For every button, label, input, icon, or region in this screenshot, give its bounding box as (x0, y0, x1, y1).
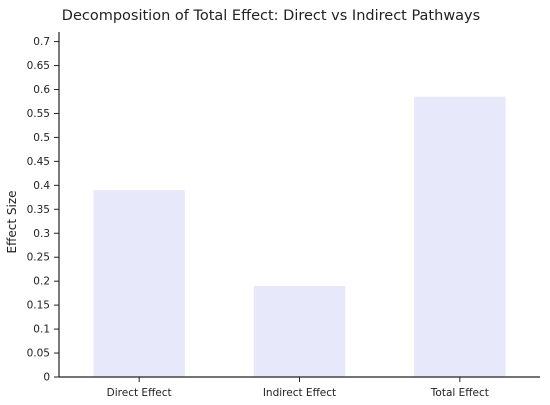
x-tick-label: Indirect Effect (263, 387, 336, 399)
y-tick-label: 0.35 (27, 204, 50, 216)
y-tick-label: 0.3 (33, 228, 50, 240)
y-tick-label: 0.6 (33, 84, 50, 96)
y-tick-label: 0.05 (27, 348, 50, 360)
x-tick-label: Total Effect (430, 387, 489, 399)
x-tick-label: Direct Effect (107, 387, 172, 399)
y-tick-label: 0.1 (33, 324, 50, 336)
y-tick-label: 0 (43, 372, 50, 384)
y-tick-label: 0.15 (27, 300, 50, 312)
chart-title: Decomposition of Total Effect: Direct vs… (62, 8, 480, 24)
y-axis-ticks: 0 0.05 0.1 0.15 0.2 0.25 0.3 0.35 0.4 0.45 0.5 0.55… (27, 36, 59, 384)
y-tick-label: 0.7 (33, 36, 50, 48)
bar-total-effect (414, 96, 506, 377)
y-tick-label: 0.5 (33, 132, 50, 144)
y-tick-label: 0.45 (27, 156, 50, 168)
y-tick-label: 0.65 (27, 60, 50, 72)
bar-direct-effect (93, 190, 185, 377)
bars-group (93, 96, 506, 377)
y-tick-label: 0.55 (27, 108, 50, 120)
y-axis-label: Effect Size (5, 191, 19, 254)
y-tick-label: 0.4 (33, 180, 50, 192)
y-tick-label: 0.2 (33, 276, 50, 288)
bar-indirect-effect (253, 285, 346, 377)
y-tick-label: 0.25 (27, 252, 50, 264)
x-axis-ticks: Direct Effect Indirect Effect Total Effect (107, 377, 489, 399)
